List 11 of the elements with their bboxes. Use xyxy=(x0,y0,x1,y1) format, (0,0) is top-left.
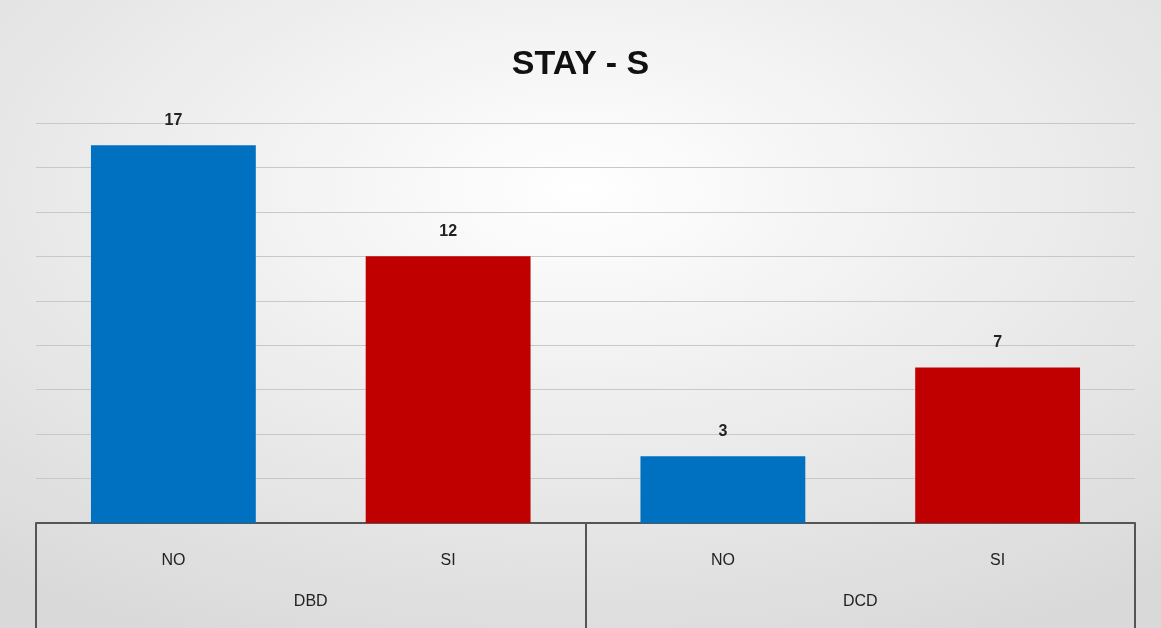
text: DBD xyxy=(293,591,328,609)
x-tick-label: SI xyxy=(990,550,1006,568)
data-label: 3 xyxy=(718,421,728,439)
data-label: 7 xyxy=(993,332,1003,350)
x-tick-label: NO xyxy=(161,550,186,568)
data-label: 17 xyxy=(164,110,183,128)
x-tick-label: NO xyxy=(710,550,735,568)
data-label: 12 xyxy=(439,221,458,239)
text: DCD xyxy=(842,591,878,609)
x-tick-label: SI xyxy=(440,550,456,568)
chart-title: STAY - S xyxy=(511,43,650,81)
